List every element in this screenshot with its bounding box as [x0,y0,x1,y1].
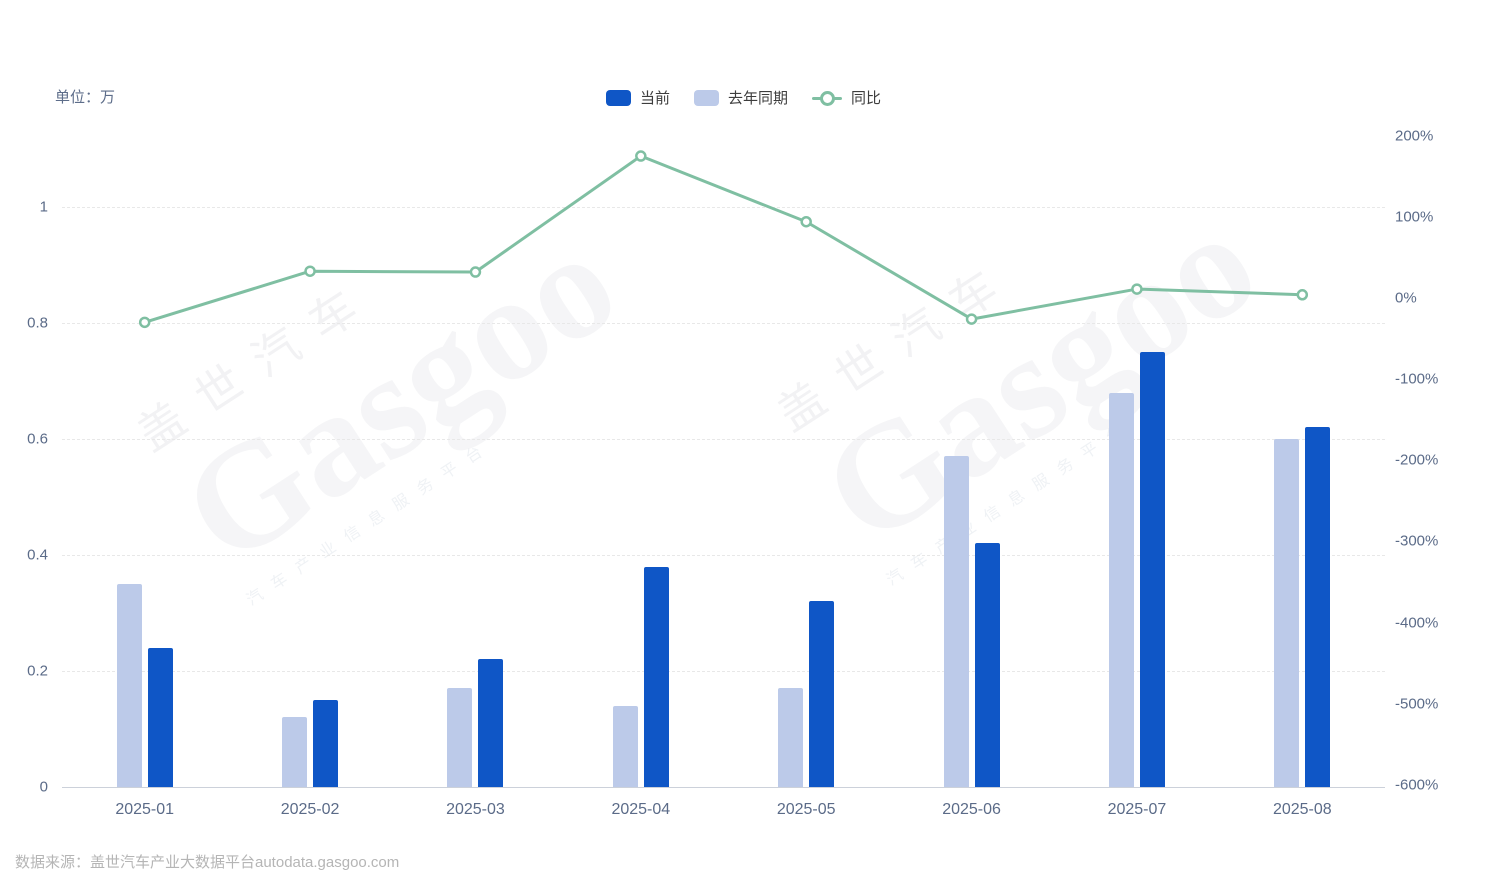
y-axis-label-right: 0% [1395,289,1417,307]
y-axis-label-right: -600% [1395,776,1439,794]
yoy-point-2025-06[interactable] [965,313,978,325]
bar-去年同期-2025-07[interactable] [1108,392,1134,787]
bar-当前-2025-06[interactable] [974,543,1000,787]
yoy-point-2025-08[interactable] [1296,289,1309,301]
bar-当前-2025-01[interactable] [147,647,173,787]
legend-label: 同比 [851,90,882,107]
x-axis-line [62,787,1385,788]
y-axis-label-left: 0.8 [27,314,48,332]
bar-当前-2025-02[interactable] [313,700,339,787]
y-axis-label-left: 1 [39,198,48,216]
yoy-point-2025-07[interactable] [1131,283,1143,295]
current-series-swatch-icon [605,89,631,106]
watermark-brand-cn: 盖世汽车 [128,268,385,461]
bar-去年同期-2025-08[interactable] [1274,439,1300,787]
bar-去年同期-2025-03[interactable] [447,688,473,787]
grid-line [62,439,1385,440]
gasgoo-watermark: 盖世汽车 Gasgoo 汽车产业信息服务平台 [123,150,652,610]
data-source-note: 数据来源：盖世汽车产业大数据平台autodata.gasgoo.com [15,854,400,871]
chart-legend: 当前 去年同期 同比 [0,87,1487,108]
legend-item-yoy[interactable]: 同比 [812,87,881,108]
legend-label: 当前 [639,90,670,107]
y-axis-label-right: -300% [1395,532,1439,550]
watermark-tagline: 汽车产业信息服务平台 [243,436,497,610]
legend-item-last-year[interactable]: 去年同期 [693,87,788,108]
y-axis-label-right: 200% [1395,127,1434,145]
y-axis-label-right: -200% [1395,451,1439,469]
x-axis-label: 2025-02 [280,801,340,818]
bar-去年同期-2025-06[interactable] [943,456,969,787]
legend-label: 去年同期 [727,90,788,107]
yoy-point-2025-05[interactable] [800,215,812,228]
y-axis-label-left: 0.6 [27,430,48,448]
bar-去年同期-2025-01[interactable] [116,584,142,787]
x-axis-label: 2025-08 [1272,801,1332,818]
bar-当前-2025-08[interactable] [1305,427,1331,787]
yoy-point-2025-01[interactable] [138,316,151,329]
y-axis-label-left: 0 [39,778,48,796]
yoy-point-2025-02[interactable] [304,265,316,277]
x-axis-label: 2025-06 [942,801,1001,818]
y-axis-label-right: -500% [1395,695,1439,713]
x-axis-label: 2025-04 [611,801,671,818]
bar-去年同期-2025-02[interactable] [282,717,308,787]
y-axis-label-left: 0.4 [27,546,48,564]
y-axis-label-left: 0.2 [27,662,48,680]
bar-当前-2025-07[interactable] [1139,352,1165,787]
bar-当前-2025-05[interactable] [809,601,835,787]
bar-当前-2025-03[interactable] [478,659,504,787]
bar-去年同期-2025-05[interactable] [778,688,804,787]
watermark-brand-en: Gasgoo [794,178,1284,577]
unit-label: 单位：万 [55,89,116,106]
y-axis-label-right: 100% [1395,208,1434,226]
bar-当前-2025-04[interactable] [643,566,669,787]
x-axis-label: 2025-01 [115,801,175,818]
grid-line [62,207,1385,208]
bar-去年同期-2025-04[interactable] [612,705,638,787]
grid-line [62,323,1385,324]
last-year-series-swatch-icon [693,89,719,106]
yoy-point-2025-04[interactable] [635,150,647,162]
yoy-line [144,154,1303,324]
x-axis-label: 2025-07 [1107,801,1167,818]
y-axis-label-right: -100% [1395,370,1439,388]
watermark-brand-en: Gasgoo [154,198,644,597]
x-axis-label: 2025-03 [446,801,505,818]
yoy-point-2025-03[interactable] [469,266,482,278]
y-axis-label-right: -400% [1395,614,1439,632]
gasgoo-watermark: 盖世汽车 Gasgoo 汽车产业信息服务平台 [763,130,1292,590]
watermark-tagline: 汽车产业信息服务平台 [883,416,1137,590]
legend-item-current[interactable]: 当前 [605,87,670,108]
grid-line [62,671,1385,672]
x-axis-label: 2025-05 [776,801,836,818]
yoy-line-icon [812,90,842,106]
grid-line [62,555,1385,556]
